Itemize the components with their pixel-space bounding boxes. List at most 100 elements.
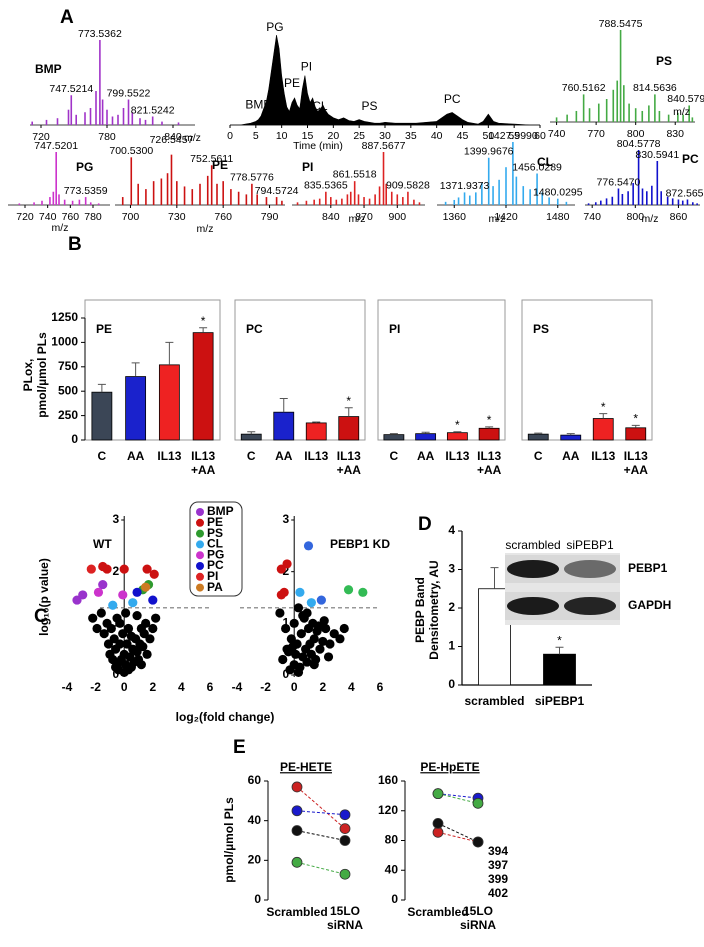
x-tick-label: IL13 +AA (477, 449, 502, 477)
x-tick-label: siPEBP1 (535, 694, 585, 708)
peak-label: 1456.0289 (512, 161, 562, 173)
x-tick-label: 780 (84, 211, 102, 223)
error-bar (421, 431, 430, 434)
y-tick-label: 750 (58, 359, 78, 373)
x-tick-label: 35 (405, 130, 417, 142)
x-tick-label: -4 (232, 680, 243, 694)
data-point (291, 856, 303, 868)
data-point (93, 587, 104, 597)
panel-label: C (34, 606, 48, 627)
data-point (88, 613, 98, 623)
legend-marker (196, 540, 204, 549)
y-tick-label: 160 (378, 773, 398, 787)
x-tick-label: 760 (214, 211, 232, 223)
data-point (115, 639, 125, 649)
x-tick-label: 2 (319, 680, 326, 694)
plot-frame (377, 299, 506, 441)
y-tick-label: 2 (113, 564, 120, 578)
data-point (132, 610, 142, 621)
data-point (98, 579, 108, 590)
data-point (291, 781, 303, 793)
x-tick-label: 30 (379, 130, 391, 142)
data-point (118, 590, 128, 600)
series-name: PG (76, 160, 93, 174)
text-line: PEBP Band (413, 577, 427, 643)
y-tick-label: 3 (283, 512, 290, 526)
data-point (291, 805, 303, 817)
x-tick-label: AA (562, 449, 580, 463)
series-line (437, 822, 479, 843)
x-axis-label: Time (min) (293, 140, 343, 152)
x-tick-label: scrambled (464, 694, 524, 708)
legend-label: BMP (207, 504, 234, 518)
peak-label: 835.5365 (304, 180, 348, 192)
x-tick-label: 5 (253, 130, 259, 142)
series-name: CL (537, 155, 553, 169)
x-tick-label: 830 (666, 128, 684, 140)
peak-label: 1399.9676 (464, 146, 514, 158)
series-line (437, 793, 479, 799)
data-point (149, 569, 159, 579)
significance-mark: * (633, 412, 638, 426)
y-tick-label: 2 (448, 600, 455, 614)
bar (527, 433, 549, 441)
x-tick-label: 10 (276, 130, 288, 142)
x-tick-label: 6 (377, 680, 384, 694)
panel-title: WT (93, 537, 112, 551)
y-tick-label: 1 (283, 616, 290, 630)
data-point (295, 587, 305, 597)
data-point (108, 600, 118, 610)
x-tick-label: 15LO siRNA (460, 904, 496, 932)
y-tick-label: 0 (113, 667, 120, 681)
band-label: PEBP1 (628, 561, 668, 575)
y-tick-label: 0 (391, 892, 398, 906)
data-point (321, 623, 331, 634)
panel-title: PEBP1 KD (330, 537, 390, 551)
error-bar (97, 383, 106, 393)
peak-label: 700.5300 (109, 145, 153, 157)
data-point (102, 564, 112, 574)
series-label: 397 (488, 858, 508, 872)
plot-frame (521, 299, 653, 441)
peak-label: 788.5475 (599, 18, 643, 30)
data-point (121, 608, 131, 618)
data-point (339, 835, 351, 846)
data-point (472, 836, 484, 848)
bar (305, 422, 327, 441)
x-tick-label: 800 (627, 128, 645, 140)
y-tick-label: 4 (448, 523, 455, 537)
peak-label: 747.5214 (49, 83, 93, 95)
bar (240, 433, 262, 441)
y-axis-label: pmol/µmol PLs (222, 797, 236, 883)
error-bar (199, 327, 208, 333)
peak-label: 887.5677 (362, 140, 406, 152)
data-point (343, 585, 354, 595)
data-point (302, 657, 312, 667)
data-point (358, 587, 368, 597)
error-bar (566, 433, 575, 436)
significance-mark: * (601, 400, 606, 414)
data-point (323, 652, 334, 662)
y-tick-label: 0 (448, 677, 455, 691)
peak-label: 830.5941 (635, 149, 679, 161)
text-line: IL13 (477, 449, 501, 463)
x-tick-label: Scrambled (407, 905, 468, 919)
data-point (289, 618, 299, 628)
bar (338, 416, 360, 441)
peak-label: 814.5636 (633, 82, 677, 94)
text-line: IL13 (191, 449, 215, 463)
x-tick-label: 800 (627, 211, 645, 223)
peak-label: 821.5242 (131, 104, 175, 116)
peak-label: 773.5359 (64, 185, 108, 197)
data-point (128, 598, 138, 608)
peak-label: 1480.0295 (533, 186, 583, 198)
x-tick-label: 740 (583, 211, 601, 223)
data-point (123, 623, 134, 634)
data-point (339, 809, 351, 821)
chart-title: PE-HpETE (420, 760, 479, 774)
data-point (339, 823, 351, 834)
series-label: 402 (488, 886, 508, 900)
peak-label: 799.5522 (107, 87, 151, 99)
